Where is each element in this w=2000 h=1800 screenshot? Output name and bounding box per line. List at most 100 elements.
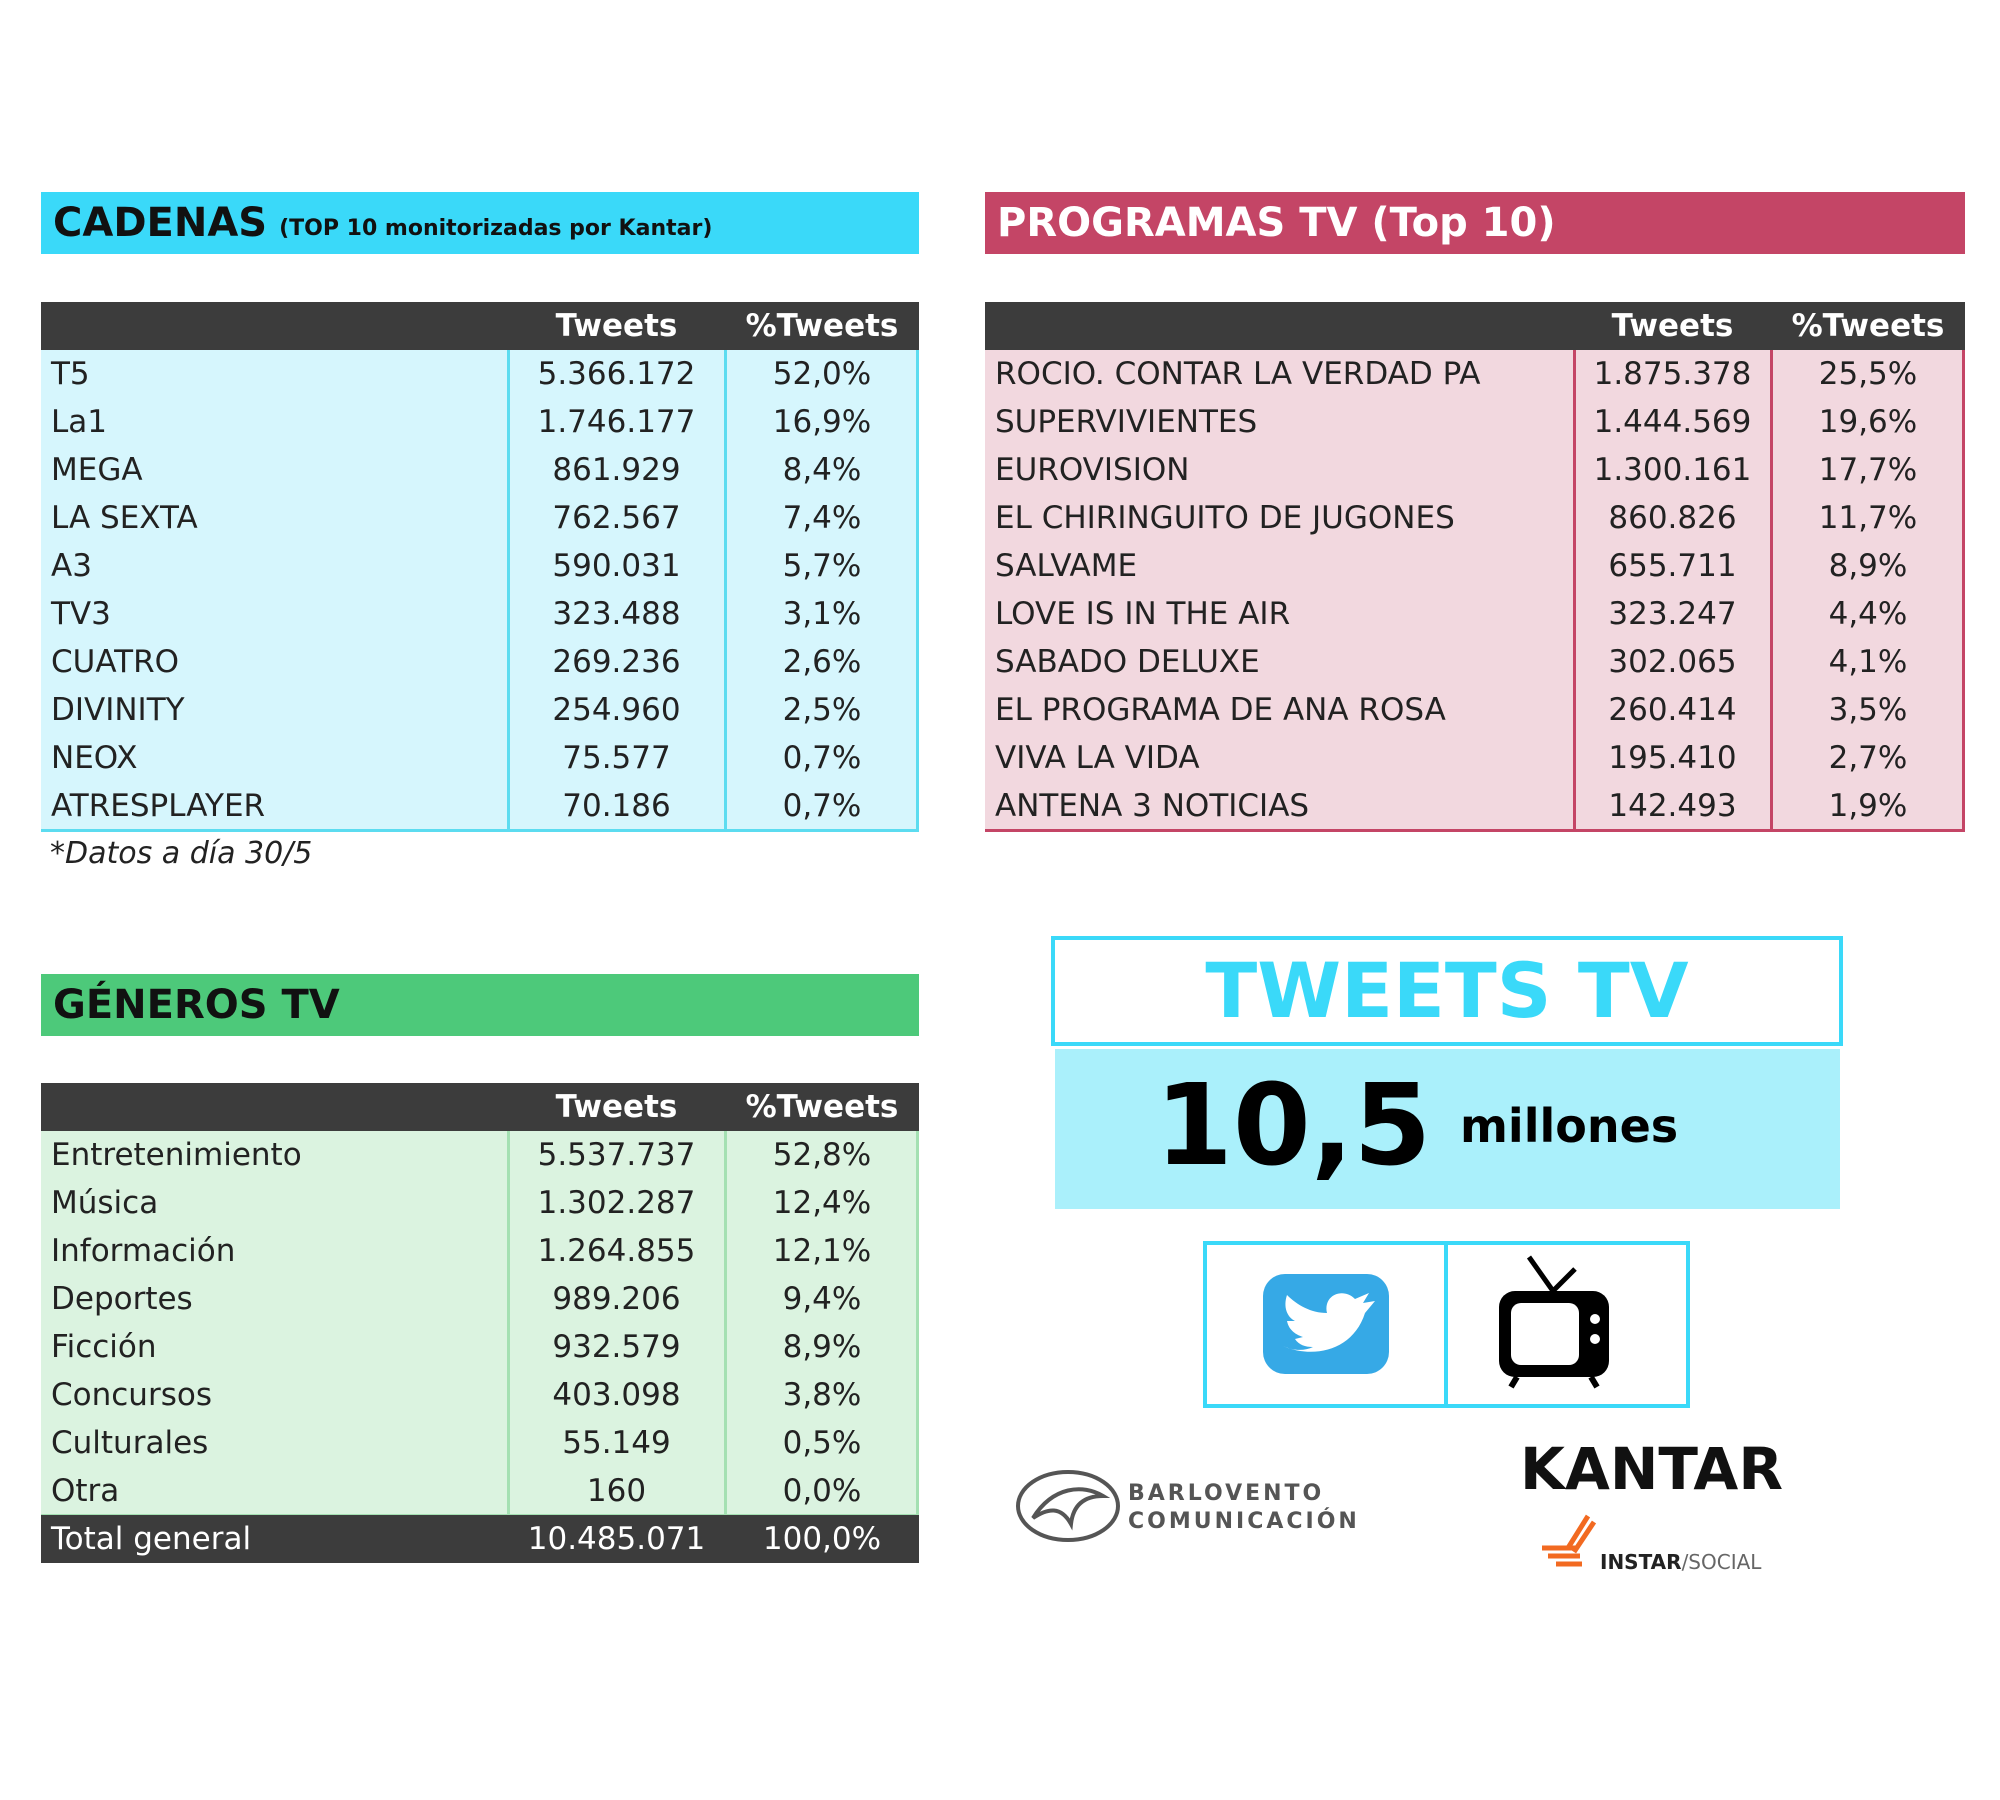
row-value: 142.493 [1608,788,1737,824]
row-value: 655.711 [1608,548,1737,584]
programas-title: PROGRAMAS TV (Top 10) [997,200,1556,246]
row-value: 323.247 [1608,596,1737,632]
row-label: Entretenimiento [51,1137,302,1173]
row-value: 0,5% [782,1425,862,1461]
row-value: 11,7% [1818,500,1918,536]
row-label: Concursos [51,1377,212,1413]
row-value: 8,9% [782,1329,862,1365]
column-divider [724,350,727,830]
row-value: 195.410 [1608,740,1737,776]
note: *Datos a día 30/5 [50,836,313,871]
row-value: 3,5% [1828,692,1908,728]
row-value: 17,7% [1818,452,1918,488]
row-value: 52,8% [772,1137,872,1173]
row-label: Total general [51,1521,252,1557]
generos-bar: GÉNEROS TV [41,974,919,1036]
column-header: Tweets [1611,308,1734,344]
column-header: Tweets [555,308,678,344]
row-label: MEGA [51,452,143,488]
barlovento-logo [1016,1470,1120,1542]
instar-logo: INSTAR/SOCIAL [1600,1550,1761,1574]
row-label: La1 [51,404,107,440]
row-label: Ficción [51,1329,157,1365]
row-label: Culturales [51,1425,209,1461]
row-value: 12,4% [772,1185,872,1221]
row-value: 1.444.569 [1593,404,1752,440]
row-value: 3,1% [782,596,862,632]
row-value: 2,7% [1828,740,1908,776]
barlovento-line: BARLOVENTO [1128,1481,1325,1506]
row-label: CUATRO [51,644,180,680]
cadenas-bar: CADENAS (TOP 10 monitorizadas por Kantar… [41,192,919,254]
row-value: 12,1% [772,1233,872,1269]
row-label: Información [51,1233,236,1269]
row-label: T5 [51,356,90,392]
row-value: 19,6% [1818,404,1918,440]
row-value: 932.579 [552,1329,681,1365]
row-value: 4,4% [1828,596,1908,632]
row-value: 0,7% [782,788,862,824]
summary-value: 10,5 [1155,1061,1432,1191]
table-body [41,350,919,832]
row-value: 5.366.172 [537,356,696,392]
row-value: 254.960 [552,692,681,728]
row-label: LOVE IS IN THE AIR [995,596,1291,632]
row-value: 2,6% [782,644,862,680]
total-row [41,1515,919,1563]
row-value: 989.206 [552,1281,681,1317]
instar-text: INSTAR [1600,1550,1682,1574]
row-label: TV3 [51,596,111,632]
barlovento-line: COMUNICACIÓN [1128,1509,1360,1534]
programas-bar: PROGRAMAS TV (Top 10) [985,192,1965,254]
row-value: 269.236 [552,644,681,680]
social-text: /SOCIAL [1681,1550,1762,1574]
row-label: EL CHIRINGUITO DE JUGONES [995,500,1455,536]
summary-unit: millones [1460,1099,1679,1153]
table-body [41,1131,919,1517]
row-value: 8,9% [1828,548,1908,584]
summary-box: 10,5 millones [1055,1049,1840,1209]
row-label: SABADO DELUXE [995,644,1260,680]
row-label: NEOX [51,740,138,776]
row-label: A3 [51,548,92,584]
row-value: 16,9% [772,404,872,440]
row-value: 0,0% [782,1473,862,1509]
row-value: 7,4% [782,500,862,536]
column-divider [1770,350,1773,830]
row-value: 302.065 [1608,644,1737,680]
row-value: 323.488 [552,596,681,632]
table-edge [916,350,919,830]
row-value: 9,4% [782,1281,862,1317]
column-header: Tweets [555,1089,678,1125]
table-edge [1962,350,1965,830]
summary-title: TWEETS TV [1051,936,1843,1046]
row-value: 100,0% [762,1521,882,1557]
table-header [41,302,919,350]
row-value: 860.826 [1608,500,1737,536]
row-value: 1.300.161 [1593,452,1752,488]
column-header: %Tweets [745,308,899,344]
row-label: ANTENA 3 NOTICIAS [995,788,1310,824]
row-value: 403.098 [552,1377,681,1413]
table-body [985,350,1965,832]
row-label: LA SEXTA [51,500,198,536]
icons [1203,1241,1690,1408]
row-value: 8,4% [782,452,862,488]
row-label: SALVAME [995,548,1138,584]
column-divider [1573,350,1576,830]
row-label: SUPERVIVIENTES [995,404,1258,440]
row-value: 1.302.287 [537,1185,696,1221]
table-header [41,1083,919,1131]
row-value: 762.567 [552,500,681,536]
row-value: 75.577 [562,740,671,776]
row-value: 52,0% [772,356,872,392]
column-header: %Tweets [1791,308,1945,344]
row-label: EUROVISION [995,452,1190,488]
row-value: 1,9% [1828,788,1908,824]
row-label: EL PROGRAMA DE ANA ROSA [995,692,1446,728]
row-value: 5.537.737 [537,1137,696,1173]
row-value: 1.746.177 [537,404,696,440]
column-header: %Tweets [745,1089,899,1125]
row-label: Música [51,1185,159,1221]
